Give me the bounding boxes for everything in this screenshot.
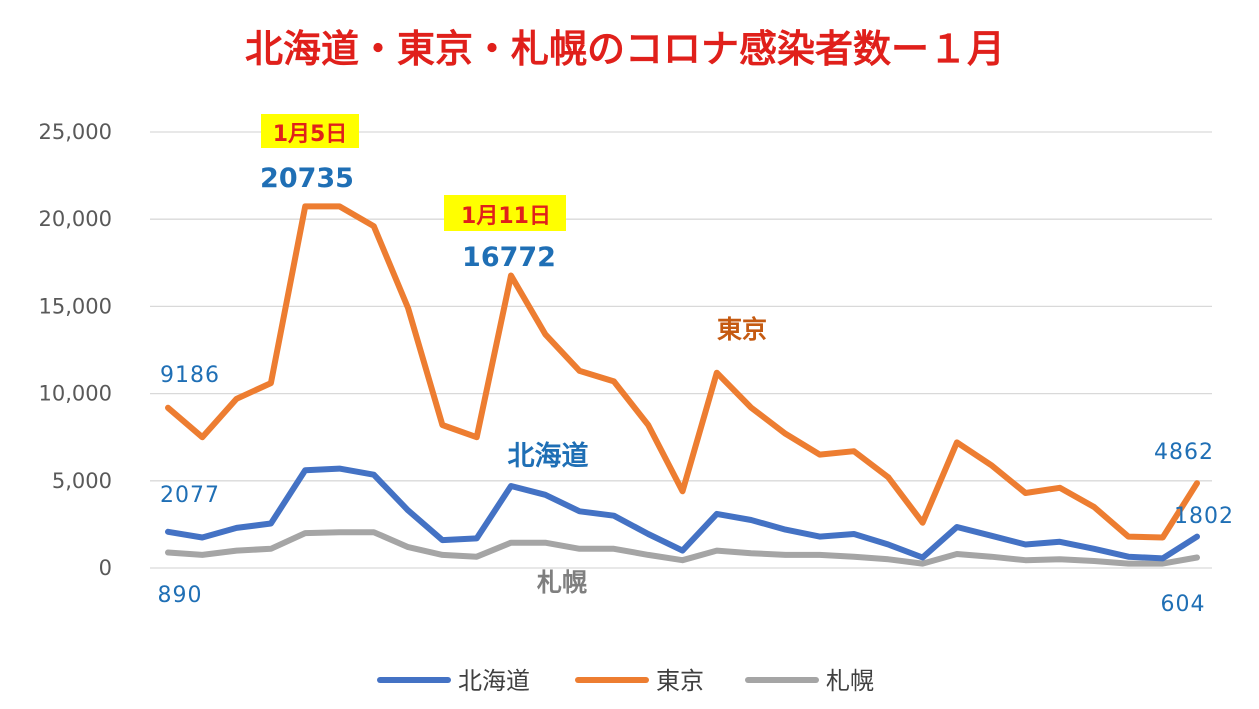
annotation-jan11-date: 1月11日 bbox=[461, 204, 551, 229]
series-line-hokkaido bbox=[165, 465, 1200, 562]
legend: 北海道 東京 札幌 bbox=[377, 667, 874, 695]
gridlines bbox=[150, 131, 1212, 569]
y-tick-label: 15,000 bbox=[39, 294, 112, 318]
annotation-tokyo-start: 9186 bbox=[160, 363, 220, 388]
annotation-sapporo-end: 604 bbox=[1161, 592, 1206, 617]
y-tick-label: 25,000 bbox=[39, 120, 112, 144]
series-line-sapporo bbox=[165, 529, 1200, 567]
series-lines bbox=[165, 203, 1200, 567]
annotation-jan5-value: 20735 bbox=[260, 163, 354, 194]
y-tick-label: 0 bbox=[99, 556, 112, 580]
annotation-jan11-value: 16772 bbox=[462, 242, 556, 273]
y-tick-label: 20,000 bbox=[39, 207, 112, 231]
series-line-tokyo bbox=[165, 203, 1200, 541]
y-axis-ticks: 0 5,000 10,000 15,000 20,000 25,000 bbox=[39, 120, 112, 580]
annotation-tokyo-label: 東京 bbox=[717, 315, 767, 344]
annotation-hokkaido-start: 2077 bbox=[160, 483, 220, 508]
y-tick-label: 5,000 bbox=[52, 469, 112, 493]
chart-title: 北海道・東京・札幌のコロナ感染者数ー１月 bbox=[245, 27, 1005, 71]
legend-label: 北海道 bbox=[458, 667, 530, 695]
annotations: 1月5日 20735 1月11日 16772 9186 2077 890 4862 1802 60… bbox=[158, 114, 1234, 617]
annotation-tokyo-end: 4862 bbox=[1154, 440, 1214, 465]
y-tick-label: 10,000 bbox=[39, 382, 112, 406]
annotation-hokkaido-label: 北海道 bbox=[508, 440, 589, 472]
annotation-hokkaido-end: 1802 bbox=[1174, 504, 1234, 529]
annotation-sapporo-start: 890 bbox=[158, 583, 203, 608]
annotation-highlight bbox=[261, 114, 359, 148]
annotation-highlight bbox=[444, 195, 566, 231]
annotation-jan5-date: 1月5日 bbox=[273, 122, 348, 147]
legend-label: 札幌 bbox=[826, 667, 874, 695]
legend-label: 東京 bbox=[656, 667, 704, 695]
annotation-sapporo-label: 札幌 bbox=[536, 568, 587, 597]
